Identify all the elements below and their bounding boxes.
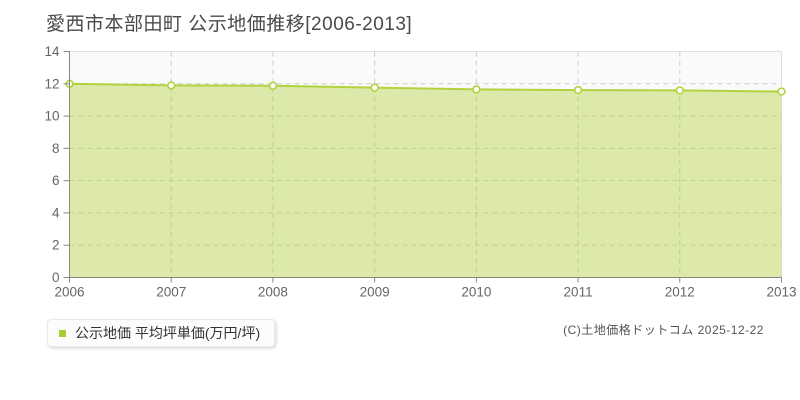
y-tick-label: 10	[44, 109, 59, 124]
x-tick-label: 2011	[564, 285, 593, 300]
copyright-text: (C)土地価格ドットコム 2025-12-22	[563, 323, 764, 337]
legend-swatch-icon	[59, 329, 66, 337]
data-point-marker	[472, 85, 481, 94]
x-tick-label: 2012	[665, 285, 695, 300]
y-tick-label: 6	[52, 173, 60, 188]
legend-label: 公示地価 平均坪単価(万円/坪)	[75, 325, 261, 341]
price-trend-chart: 0 2 4 6 8 10 12 14 2006 2007 2008 2009 2010 2011 2012 2…	[44, 44, 796, 300]
y-tick-label: 2	[52, 238, 60, 253]
data-point-marker	[675, 86, 684, 95]
x-tick-label: 2013	[766, 285, 796, 300]
x-tick-label: 2008	[258, 285, 288, 300]
data-point-marker	[573, 85, 583, 95]
data-point-marker	[370, 83, 379, 92]
y-tick-label: 8	[52, 141, 60, 156]
data-point-marker	[167, 81, 176, 90]
data-point-marker	[777, 87, 786, 96]
y-tick-label: 0	[52, 270, 60, 285]
chart-title: 愛西市本部田町 公示地価推移[2006-2013]	[46, 14, 413, 35]
y-tick-label: 4	[52, 205, 60, 220]
x-tick-label: 2007	[156, 285, 186, 300]
price-line	[69, 82, 782, 93]
data-point-marker	[268, 81, 278, 90]
y-tick-label: 12	[44, 76, 59, 91]
y-tick-label: 14	[44, 44, 60, 59]
x-tick-label: 2010	[461, 285, 491, 300]
x-tick-label: 2006	[54, 285, 84, 300]
x-tick-label: 2009	[360, 285, 390, 300]
legend: 公示地価 平均坪単価(万円/坪)	[47, 319, 276, 347]
price-area-fill	[69, 83, 782, 278]
